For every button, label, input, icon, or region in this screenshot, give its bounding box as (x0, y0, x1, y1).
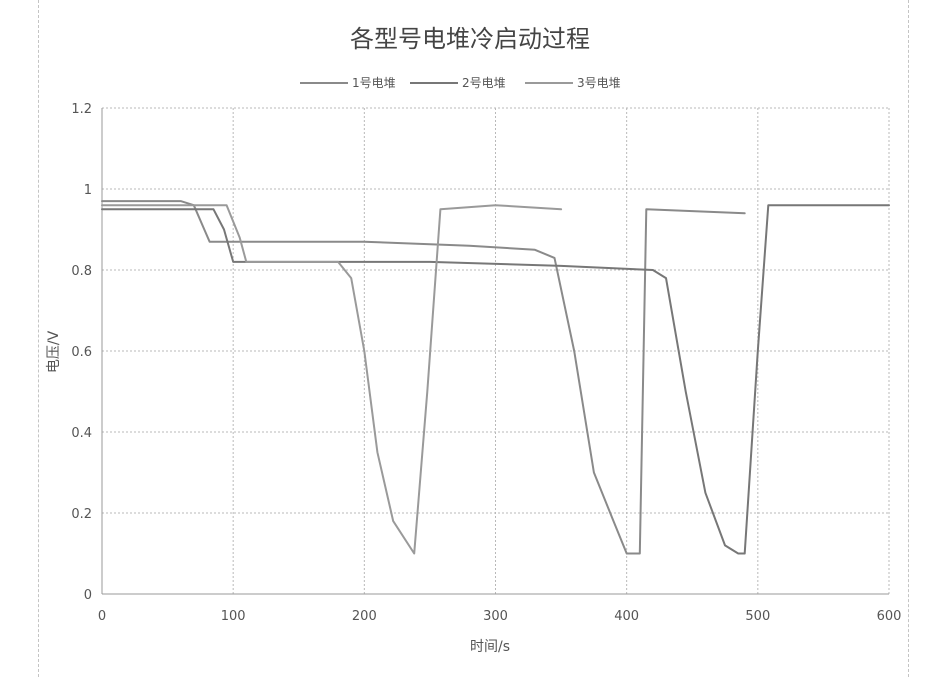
x-tick-label: 500 (745, 609, 770, 624)
chart-title: 各型号电堆冷启动过程 (350, 25, 590, 53)
y-tick-label: 0 (84, 588, 92, 603)
legend-label: 2号电堆 (462, 76, 506, 90)
series-line-1 (102, 201, 745, 553)
y-tick-label: 0.8 (71, 264, 92, 279)
tick-labels: 0 0.2 0.4 0.6 0.8 1 1.2 0 100 200 300 400 500 600 (71, 102, 901, 624)
chart-legend: 1号电堆 2号电堆 3号电堆 (300, 76, 621, 90)
x-axis-label: 时间/s (470, 639, 510, 655)
y-tick-label: 1 (84, 183, 92, 198)
x-tick-label: 600 (877, 609, 902, 624)
y-tick-label: 0.2 (71, 507, 92, 522)
legend-label: 1号电堆 (352, 76, 396, 90)
legend-label: 3号电堆 (577, 76, 621, 90)
grid-lines (102, 108, 889, 594)
x-tick-label: 200 (352, 609, 377, 624)
x-tick-label: 0 (98, 609, 106, 624)
series-line-3 (102, 205, 561, 553)
x-tick-label: 300 (483, 609, 508, 624)
y-axis-label: 电压/V (46, 330, 62, 373)
y-tick-label: 1.2 (71, 102, 92, 117)
x-tick-label: 100 (221, 609, 246, 624)
x-tick-label: 400 (614, 609, 639, 624)
y-tick-label: 0.6 (71, 345, 92, 360)
y-tick-label: 0.4 (71, 426, 92, 441)
